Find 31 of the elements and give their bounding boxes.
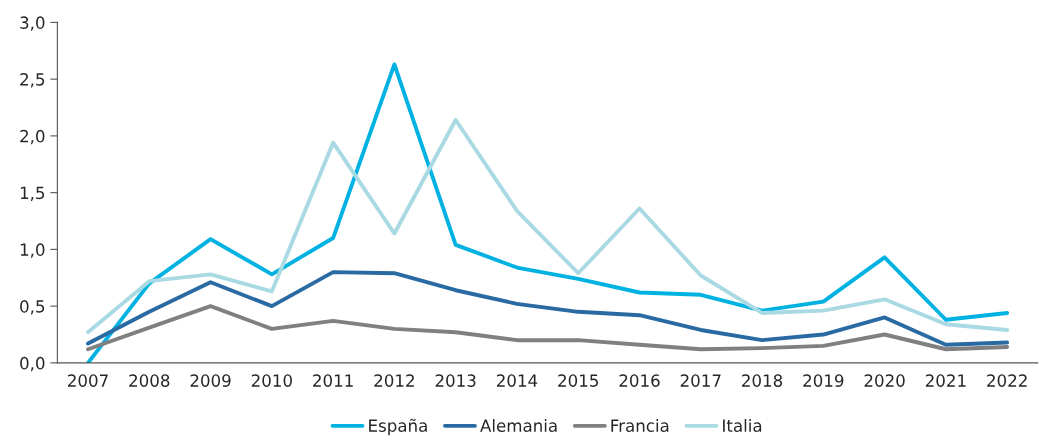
line-series: [86, 270, 1010, 347]
y-tick-label: 2,5: [20, 73, 45, 88]
legend-label: España: [369, 418, 427, 436]
legend-label: Alemania: [480, 419, 557, 432]
x-tick-label: 2014: [496, 374, 538, 387]
line-series: [86, 118, 1010, 335]
y-tick-label: 0,0: [20, 356, 45, 372]
x-tick-label: 2020: [864, 374, 905, 387]
x-tick-label: 2011: [313, 374, 353, 387]
x-tick-label: 2010: [251, 374, 292, 387]
x-tick-label: 2008: [129, 374, 170, 387]
y-tick-label: 3,0: [20, 16, 45, 31]
y-tick-label: 1,0: [20, 243, 45, 258]
x-tick-label: 2012: [374, 374, 414, 387]
y-tick-label: 0,5: [20, 300, 45, 315]
x-tick-label: 2016: [619, 374, 660, 387]
x-tick-label: 2009: [190, 374, 231, 387]
x-tick-label: 2019: [803, 374, 844, 387]
x-tick-label: 2017: [680, 374, 721, 387]
line-series: [86, 304, 1010, 352]
y-tick-label: 2,0: [20, 129, 45, 145]
x-tick-label: 2015: [558, 374, 598, 387]
line-series: [86, 62, 1010, 363]
x-tick-label: 2021: [925, 374, 966, 387]
x-tick-label: 2007: [68, 374, 108, 387]
y-tick-label: 1,5: [20, 186, 45, 201]
x-tick-label: 2022: [987, 374, 1027, 387]
legend-label: Francia: [611, 419, 669, 432]
x-tick-label: 2013: [435, 374, 476, 387]
legend-label: Italia: [723, 419, 762, 432]
x-tick-label: 2018: [742, 374, 783, 387]
